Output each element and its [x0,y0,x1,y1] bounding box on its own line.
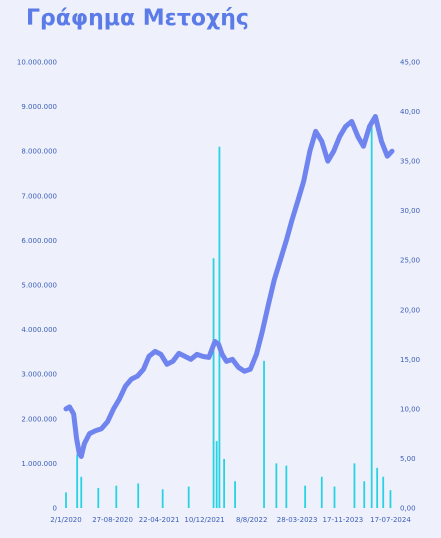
volume-bar [353,463,356,508]
right-tick-label: 25,00 [400,257,420,265]
x-tick-label: 10/12/2021 [184,516,224,524]
x-tick-label: 17-11-2023 [323,516,364,524]
volume-bar [187,486,190,508]
x-tick-label: 2/1/2020 [50,516,81,524]
right-tick-label: 40,00 [400,108,420,116]
volume-bar [215,441,218,508]
volume-bar [376,467,379,508]
x-tick-label: 22-04-2021 [139,516,180,524]
volume-bar [161,489,164,508]
left-tick-label: 4.000.000 [21,326,57,334]
left-tick-label: 9.000.000 [21,103,57,111]
right-tick-label: 5,00 [400,455,416,463]
left-tick-label: 2.000.000 [21,415,57,423]
volume-bar [389,490,392,508]
right-tick-label: 35,00 [400,158,420,166]
x-axis-ticks: 2/1/2020 27-08-2020 22-04-2021 10/12/2021 8/… [50,516,411,524]
volume-bar [234,481,236,508]
volume-bar [275,463,278,508]
volume-bar [80,476,83,508]
price-line-group [63,114,395,459]
volume-bar [218,146,221,509]
x-tick-label: 17-07-2024 [370,516,411,524]
chart-title: Γράφημα Μετοχής [26,6,249,31]
volume-bar [65,492,67,508]
volume-bar [320,476,323,508]
left-tick-label: 7.000.000 [21,192,57,200]
right-tick-label: 20,00 [400,306,420,314]
volume-bar [97,487,100,508]
x-tick-label: 28-03-2023 [277,516,318,524]
x-tick-label: 27-08-2020 [92,516,133,524]
price-line [63,114,395,459]
x-tick-label: 8/8/2022 [236,516,267,524]
volume-bar [363,481,366,508]
left-tick-label: 6.000.000 [21,237,57,245]
volume-bar [304,485,307,508]
volume-bar [76,454,79,508]
volume-bar [263,360,265,508]
volume-bar [137,483,140,508]
right-axis-ticks: 0,00 5,00 10,00 15,00 20,00 25,00 30,00 35,00 40… [400,59,420,513]
left-tick-label: 10.000.000 [17,59,57,67]
volume-bar [223,458,226,508]
volume-bars [65,124,392,509]
right-tick-label: 10,00 [400,405,420,413]
volume-bar [370,124,373,508]
volume-bar [212,258,215,508]
left-tick-label: 5.000.000 [21,282,57,290]
right-tick-label: 0,00 [400,505,416,513]
left-axis-ticks: 0 1.000.000 2.000.000 3.000.000 4.000.000 5.0… [17,59,57,513]
volume-bar [333,486,336,508]
volume-bar [382,476,385,508]
right-tick-label: 30,00 [400,207,420,215]
left-tick-label: 8.000.000 [21,148,57,156]
right-tick-label: 45,00 [400,59,420,67]
volume-bar [285,465,288,508]
left-tick-label: 0 [53,505,57,513]
right-tick-label: 15,00 [400,356,420,364]
left-tick-label: 3.000.000 [21,371,57,379]
volume-bar [115,485,118,508]
left-tick-label: 1.000.000 [21,460,57,468]
